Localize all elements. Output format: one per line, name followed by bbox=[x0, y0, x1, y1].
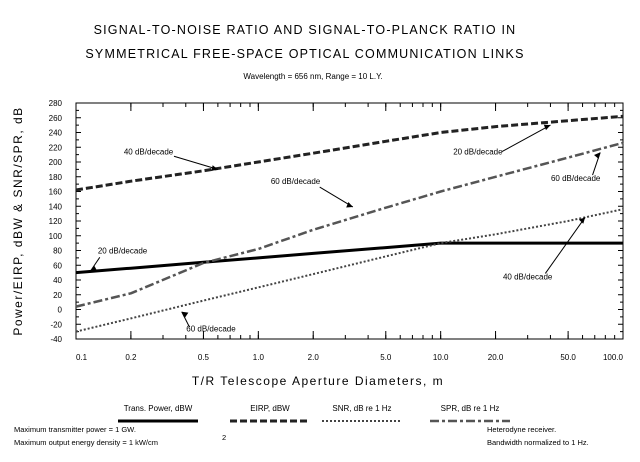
annotation-label: 60 dB/decade bbox=[551, 174, 601, 183]
chart-title-line: SIGNAL-TO-NOISE RATIO AND SIGNAL-TO-PLAN… bbox=[94, 23, 517, 37]
chart-subtitle: Wavelength = 656 nm, Range = 10 L.Y. bbox=[243, 72, 382, 81]
annotation-label: 20 dB/decade bbox=[453, 148, 503, 157]
y-axis: -40 -20 0 20 40 60 80 100 120 140 160 180 200 220 240 2… bbox=[49, 99, 623, 344]
annotation-arrowhead bbox=[181, 311, 189, 318]
annotation-arrow bbox=[181, 311, 190, 328]
y-tick-label: 280 bbox=[49, 99, 63, 108]
y-tick-label: 20 bbox=[53, 291, 62, 300]
x-axis-label: T/R Telescope Aperture Diameters, m bbox=[192, 374, 444, 388]
legend-label: SNR, dB re 1 Hz bbox=[332, 404, 391, 413]
x-axis: 0.1 0.2 0.5 1.0 2.0 5.0 10.0 20.0 50.0 100.0 bbox=[75, 103, 624, 362]
x-tick-label: 5.0 bbox=[380, 353, 392, 362]
annotation-label: 60 dB/decade bbox=[271, 177, 321, 186]
footnote-superscript: 2 bbox=[222, 433, 226, 442]
annotation-arrow bbox=[173, 155, 219, 170]
x-tick-label: 0.1 bbox=[76, 353, 88, 362]
y-tick-label: 240 bbox=[49, 129, 63, 138]
chart-title: SIGNAL-TO-NOISE RATIO AND SIGNAL-TO-PLAN… bbox=[85, 23, 524, 61]
y-tick-label: 260 bbox=[49, 114, 63, 123]
x-tick-label: 100.0 bbox=[603, 353, 624, 362]
series-line-1 bbox=[75, 241, 623, 275]
y-tick-label: 80 bbox=[53, 247, 62, 256]
legend-label: SPR, dB re 1 Hz bbox=[441, 404, 500, 413]
annotation-arrowhead bbox=[543, 124, 551, 131]
annotation-arrow bbox=[544, 217, 586, 274]
legend-label: Trans. Power, dBW bbox=[124, 404, 193, 413]
y-tick-label: -20 bbox=[50, 320, 62, 329]
y-tick-label: 180 bbox=[49, 173, 63, 182]
y-tick-label: 100 bbox=[49, 232, 63, 241]
x-tick-label: 10.0 bbox=[433, 353, 449, 362]
annotation-label: 20 dB/decade bbox=[98, 246, 148, 255]
series-line-2 bbox=[75, 114, 624, 192]
footnotes: Maximum transmitter power = 1 GW. Maximum… bbox=[14, 425, 589, 447]
x-tick-label: 2.0 bbox=[308, 353, 320, 362]
annotation-label: 60 dB/decade bbox=[186, 325, 236, 334]
x-tick-label: 0.2 bbox=[125, 353, 137, 362]
annotation-arrowhead bbox=[594, 152, 601, 159]
footnote-right: Bandwidth normalized to 1 Hz. bbox=[487, 438, 589, 447]
annotation-arrowhead bbox=[578, 217, 586, 224]
annotation-arrow bbox=[319, 186, 354, 208]
annotation-arrow bbox=[501, 124, 551, 153]
series-line-4 bbox=[75, 141, 624, 308]
plot-frame bbox=[75, 102, 624, 340]
y-tick-label: 160 bbox=[49, 188, 63, 197]
annotation-label: 40 dB/decade bbox=[503, 272, 553, 281]
y-tick-label: 60 bbox=[53, 261, 62, 270]
series-lines bbox=[75, 114, 624, 333]
y-tick-label: -40 bbox=[50, 335, 62, 344]
y-tick-label: 120 bbox=[49, 217, 63, 226]
y-tick-label: 40 bbox=[53, 276, 62, 285]
x-tick-label: 20.0 bbox=[488, 353, 504, 362]
y-tick-label: 0 bbox=[58, 306, 63, 315]
annotation-label: 40 dB/decade bbox=[124, 148, 174, 157]
annotation-arrowhead bbox=[346, 201, 353, 208]
x-tick-label: 0.5 bbox=[198, 353, 210, 362]
x-tick-label: 1.0 bbox=[253, 353, 265, 362]
footnote-left: Maximum transmitter power = 1 GW. bbox=[14, 425, 136, 434]
annotations: 40 dB/decade 20 dB/decade 60 dB/decade 60 d… bbox=[90, 124, 601, 334]
footnote-left: Maximum output energy density = 1 kW/cm bbox=[14, 438, 158, 447]
legend: Trans. Power, dBW EIRP, dBW SNR, dB re 1 H… bbox=[118, 404, 510, 423]
chart-title-line: SYMMETRICAL FREE-SPACE OPTICAL COMMUNICA… bbox=[85, 47, 524, 61]
y-tick-label: 220 bbox=[49, 143, 63, 152]
legend-label: EIRP, dBW bbox=[250, 404, 290, 413]
annotation-arrowhead bbox=[90, 265, 98, 272]
y-tick-label: 140 bbox=[49, 202, 63, 211]
y-tick-label: 200 bbox=[49, 158, 63, 167]
footnote-right: Heterodyne receiver. bbox=[487, 425, 556, 434]
series-line-3 bbox=[75, 208, 624, 333]
annotation-arrow bbox=[90, 257, 101, 272]
y-axis-label: Power/EIRP, dBW & SNR/SPR, dB bbox=[11, 106, 25, 335]
x-tick-label: 50.0 bbox=[560, 353, 576, 362]
annotation-arrowhead bbox=[211, 165, 218, 172]
